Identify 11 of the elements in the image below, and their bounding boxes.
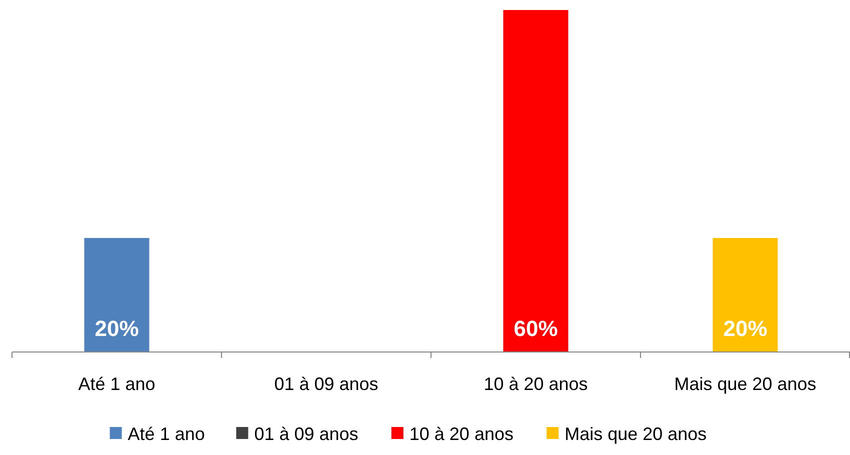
x-tick-label: Mais que 20 anos <box>674 374 816 394</box>
data-label: 20% <box>94 316 139 341</box>
legend-label: Mais que 20 anos <box>564 424 707 444</box>
legend-label: Até 1 ano <box>128 424 205 444</box>
data-label: 60% <box>514 316 558 341</box>
x-tick-label: 10 à 20 anos <box>484 374 588 394</box>
legend-label: 01 à 09 anos <box>254 424 358 444</box>
data-label: 20% <box>723 316 768 341</box>
x-tick-label: 01 à 09 anos <box>274 374 378 394</box>
legend-label: 10 à 20 anos <box>409 424 514 444</box>
x-tick-label: Até 1 ano <box>78 374 156 394</box>
